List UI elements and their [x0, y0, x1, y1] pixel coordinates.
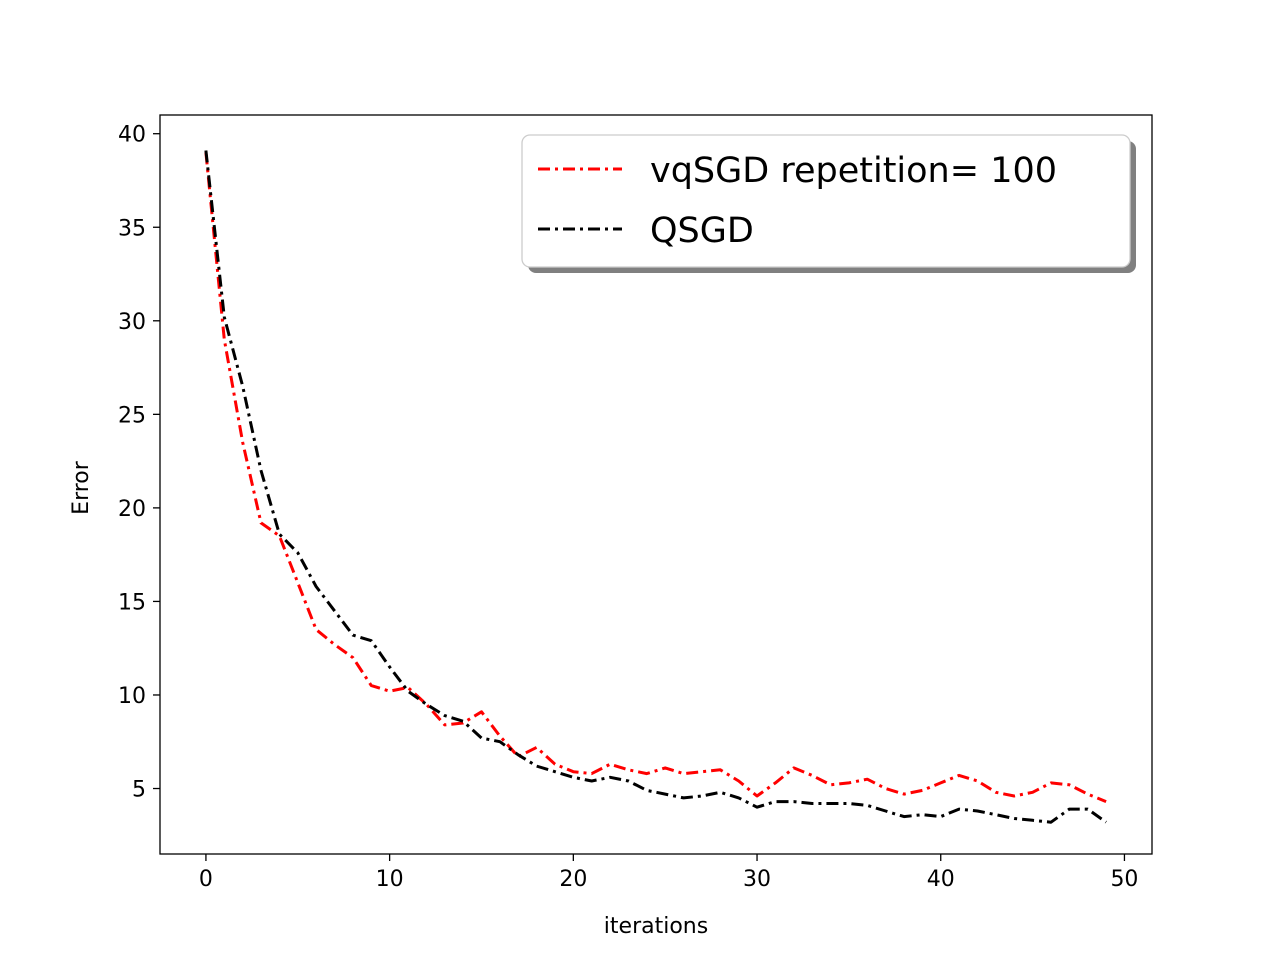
x-axis-label: iterations — [604, 914, 708, 939]
x-tick-label: 30 — [743, 867, 771, 892]
y-axis-label: Error — [69, 460, 94, 515]
x-tick-label: 50 — [1110, 867, 1138, 892]
legend-label-qsgd: QSGD — [650, 211, 754, 251]
plot-frame — [159, 114, 1153, 855]
y-tick-label: 5 — [132, 778, 146, 803]
y-tick-label: 35 — [118, 216, 146, 241]
y-tick-label: 20 — [118, 497, 146, 522]
series-line-1 — [204, 150, 1107, 824]
y-tick-label: 10 — [118, 684, 146, 709]
y-tick-label: 15 — [118, 590, 146, 615]
x-axis-ticks: 0 10 20 30 40 50 — [199, 854, 1138, 892]
legend: vqSGD repetition= 100 QSGD — [521, 134, 1136, 273]
x-tick-label: 20 — [559, 867, 587, 892]
series-layer — [204, 150, 1107, 824]
y-tick-label: 40 — [118, 123, 146, 148]
x-tick-label: 0 — [199, 867, 213, 892]
y-axis-ticks: 5 10 15 20 25 30 35 40 — [118, 123, 160, 803]
legend-box — [521, 134, 1131, 268]
y-tick-label: 30 — [118, 310, 146, 335]
x-tick-label: 40 — [927, 867, 955, 892]
series-line-0 — [204, 152, 1107, 803]
y-tick-label: 25 — [118, 403, 146, 428]
x-tick-label: 10 — [376, 867, 404, 892]
legend-label-vqsgd: vqSGD repetition= 100 — [650, 151, 1057, 191]
